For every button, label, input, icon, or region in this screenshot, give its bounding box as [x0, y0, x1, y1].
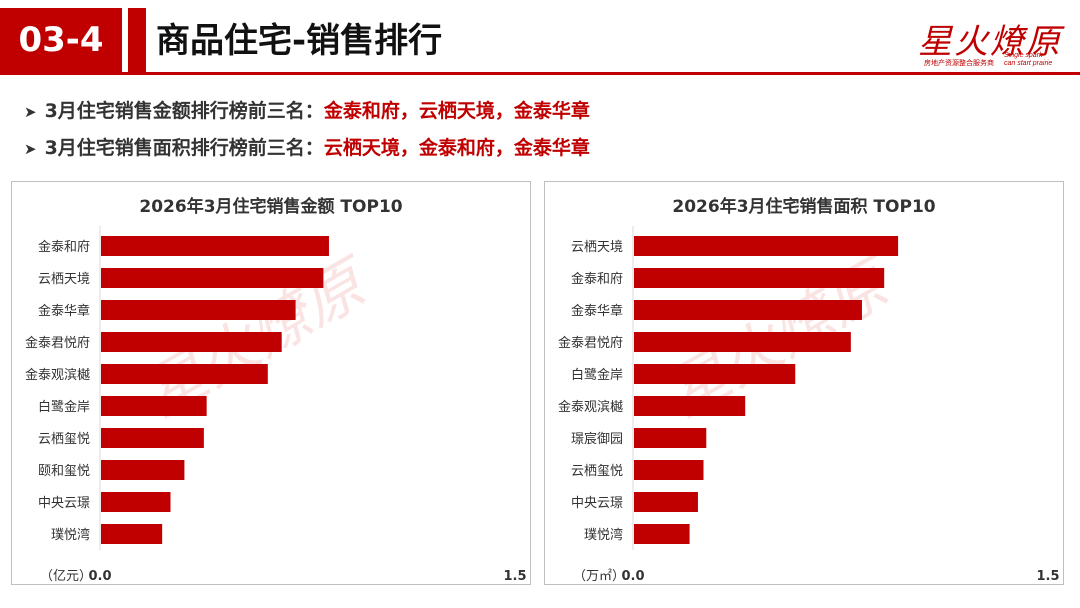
category-label: 云栖玺悦: [571, 464, 623, 479]
bar: [634, 300, 862, 320]
x-tick-label: 1.5: [1036, 569, 1059, 584]
unit-label: （亿元）: [40, 569, 92, 584]
bar: [634, 364, 796, 384]
category-label: 金泰和府: [571, 271, 623, 287]
bar: [101, 236, 329, 256]
category-label: 白鹭金岸: [38, 399, 90, 415]
category-label: 金泰和府: [38, 239, 90, 255]
bar: [101, 524, 163, 544]
bar: [101, 268, 324, 288]
logo-english-line1: Single spark: [1004, 52, 1043, 59]
category-label: 云栖玺悦: [38, 432, 90, 447]
bullet-label: 3月住宅销售金额排行榜前三名：: [44, 100, 324, 122]
category-label: 云栖天境: [571, 240, 623, 255]
category-label: 金泰观滨樾: [558, 399, 623, 415]
bullet-value: 云栖天境，金泰和府，金泰华章: [323, 137, 590, 159]
bullet-value: 金泰和府，云栖天境，金泰华章: [323, 100, 590, 122]
bar: [101, 332, 282, 352]
sales-amount-chart-panel: 星火燎原 2026年3月住宅销售金额 TOP10 金泰和府云栖天境金泰华章金泰君…: [11, 181, 531, 585]
category-label: 白鹭金岸: [571, 367, 623, 383]
x-tick-label: 1.5: [503, 569, 526, 584]
summary-bullet-area: ➤ 3月住宅销售面积排行榜前三名：云栖天境，金泰和府，金泰华章: [24, 133, 590, 160]
category-label: 金泰华章: [38, 303, 90, 319]
section-number: 03-4: [0, 8, 122, 72]
category-label: 中央云璟: [571, 496, 623, 511]
category-label: 金泰君悦府: [558, 335, 623, 351]
bar: [634, 268, 885, 288]
category-label: 金泰观滨樾: [25, 367, 90, 383]
logo-main-text: 星火燎原: [918, 22, 1062, 62]
sales-area-bar-chart: 云栖天境金泰和府金泰华章金泰君悦府白鹭金岸金泰观滨樾璟宸御园云栖玺悦中央云璟璞悦…: [558, 226, 1060, 584]
sales-amount-bar-chart: 金泰和府云栖天境金泰华章金泰君悦府金泰观滨樾白鹭金岸云栖玺悦颐和玺悦中央云璟璞悦…: [25, 226, 527, 584]
bar: [101, 396, 207, 416]
bar: [634, 460, 704, 480]
page-title: 商品住宅-销售排行: [156, 21, 443, 61]
bar: [634, 332, 851, 352]
bullet-label: 3月住宅销售面积排行榜前三名：: [44, 137, 324, 159]
category-label: 金泰君悦府: [25, 335, 90, 351]
bar: [634, 492, 698, 512]
bar: [101, 460, 185, 480]
brand-logo: 星火燎原 房地产资源整合服务商 Single spark can start p…: [900, 14, 1065, 74]
logo-english-line2: can start prairie: [1004, 60, 1053, 67]
bar: [101, 428, 204, 448]
summary-bullet-amount: ➤ 3月住宅销售金额排行榜前三名：金泰和府，云栖天境，金泰华章: [24, 96, 590, 123]
category-label: 璟宸御园: [571, 431, 623, 447]
category-label: 璞悦湾: [51, 527, 90, 543]
sales-area-chart-panel: 星火燎原 2026年3月住宅销售面积 TOP10 云栖天境金泰和府金泰华章金泰君…: [544, 181, 1064, 585]
bar: [634, 236, 899, 256]
x-tick-label: 0.0: [621, 569, 644, 584]
bar: [101, 300, 296, 320]
category-label: 璞悦湾: [584, 527, 623, 543]
bullet-arrow-icon: ➤: [24, 140, 37, 158]
header-accent-bar: [128, 8, 146, 72]
chart-title: 2026年3月住宅销售金额 TOP10: [139, 197, 403, 217]
category-label: 颐和玺悦: [38, 464, 90, 479]
bar: [634, 428, 707, 448]
logo-subtitle: 房地产资源整合服务商: [924, 59, 994, 67]
chart-title: 2026年3月住宅销售面积 TOP10: [672, 197, 936, 217]
bar: [101, 364, 268, 384]
bar: [634, 396, 746, 416]
category-label: 中央云璟: [38, 496, 90, 511]
header-divider: [0, 72, 1080, 75]
bar: [634, 524, 690, 544]
unit-label: （万㎡）: [573, 569, 625, 584]
category-label: 金泰华章: [571, 303, 623, 319]
x-tick-label: 0.0: [88, 569, 111, 584]
category-label: 云栖天境: [38, 272, 90, 287]
bullet-arrow-icon: ➤: [24, 103, 37, 121]
bar: [101, 492, 171, 512]
